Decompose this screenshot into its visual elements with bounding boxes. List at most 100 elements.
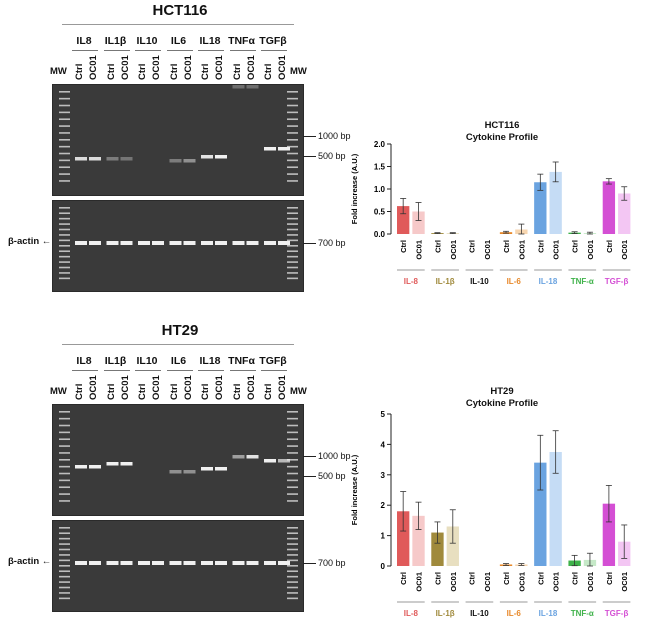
gel-actin-image	[52, 520, 304, 612]
bar-label: Ctrl	[536, 240, 545, 253]
bar-label: Ctrl	[502, 240, 511, 253]
ladder-band	[59, 465, 70, 468]
actin-label: β-actin ←	[8, 556, 52, 567]
ladder-band	[287, 97, 298, 100]
sample-band	[278, 459, 290, 463]
bar-label: Ctrl	[433, 572, 442, 585]
y-axis-label: Fold increase (A.U.)	[350, 454, 359, 525]
bar	[534, 462, 547, 566]
lane-label: OC01	[119, 55, 131, 80]
gene-underline	[198, 50, 224, 51]
ladder-band	[59, 91, 70, 93]
sample-band	[106, 157, 119, 161]
marker-tick-500	[303, 156, 316, 157]
ladder-band	[287, 217, 298, 220]
cytokine-gel-bands	[59, 411, 298, 502]
y-tick-label: 4	[381, 440, 386, 449]
panel-title: HT29	[161, 322, 199, 339]
ladder-band	[287, 125, 298, 127]
bar	[431, 532, 444, 566]
lane-label: Ctrl	[137, 383, 148, 400]
bar-label: OC01	[586, 572, 595, 592]
chart-title-line1: HCT116	[484, 120, 520, 131]
title-underline	[62, 24, 294, 25]
lane-label: Ctrl	[168, 63, 180, 80]
ladder-band	[59, 261, 70, 263]
sample-band	[201, 155, 213, 159]
ladder-band	[59, 438, 70, 441]
ladder-band	[287, 266, 298, 269]
ladder-band	[59, 173, 70, 175]
gene-label: IL10	[136, 355, 158, 367]
ladder-band	[59, 493, 70, 495]
ladder-band	[287, 486, 298, 489]
ladder-band	[59, 217, 70, 220]
ladder-band	[59, 111, 70, 114]
ladder-band	[287, 272, 298, 274]
group-label: IL-18	[539, 609, 558, 618]
ladder-band	[59, 245, 70, 247]
ladder-band	[59, 145, 70, 148]
ladder-band	[287, 500, 298, 502]
ladder-band	[59, 250, 70, 253]
sample-band	[246, 241, 259, 245]
gene-underline	[229, 370, 256, 371]
ladder-band	[59, 207, 70, 209]
panel-title: HCT116	[152, 2, 208, 19]
sample-band	[278, 241, 290, 245]
ladder-band	[287, 166, 298, 169]
bar	[534, 182, 547, 234]
mw-label-left: MW	[50, 386, 67, 397]
bar	[397, 206, 410, 234]
hct116-cytokine-chart: 0.0 0.5 1.0 1.5 2.0 Fold increase (A.U.) Ctrl O…	[350, 140, 631, 286]
ladder-band	[59, 581, 70, 583]
y-tick-label: 2.0	[374, 140, 386, 149]
ladder-band	[287, 245, 298, 247]
sample-band	[183, 159, 196, 163]
ladder-band	[59, 527, 70, 529]
ladder-band	[59, 548, 70, 551]
gene-underline	[103, 370, 130, 371]
sample-band	[138, 561, 150, 565]
lane-label: OC01	[245, 375, 257, 400]
ladder-band	[287, 212, 298, 215]
lane-label: OC01	[214, 375, 225, 400]
sample-band	[169, 470, 182, 474]
sample-band	[183, 561, 196, 565]
sample-band	[264, 241, 276, 245]
ladder-band	[287, 173, 298, 175]
sample-band	[89, 561, 101, 565]
chart-title-line2: Cytokine Profile	[465, 398, 539, 409]
ladder-band	[287, 575, 298, 578]
bar	[618, 193, 631, 234]
sample-band	[264, 561, 276, 565]
bar	[549, 452, 562, 566]
cytokine-gel-bands	[59, 85, 298, 182]
ladder-band	[287, 118, 298, 121]
bar	[602, 503, 616, 566]
chart-title-hct116: HCT116 Cytokine Profile	[402, 120, 602, 144]
bar-label: OC01	[415, 572, 424, 592]
mw-label-right: MW	[290, 386, 307, 397]
gene-underline	[72, 50, 98, 51]
ladder-band	[59, 212, 70, 215]
ladder-band	[59, 532, 70, 535]
ladder-band	[287, 465, 298, 468]
bar-label: OC01	[449, 572, 458, 592]
ladder-band	[287, 424, 298, 427]
group-label: IL-18	[539, 277, 558, 286]
ladder-band	[59, 159, 70, 162]
ladder-band	[287, 239, 298, 242]
sample-band	[215, 241, 227, 245]
group-label: IL-6	[507, 609, 522, 618]
sample-band	[169, 159, 182, 163]
bar	[446, 526, 459, 566]
lane-label: Ctrl	[74, 383, 85, 400]
bar-label: Ctrl	[433, 240, 442, 253]
ladder-band	[287, 543, 298, 545]
mw-label-right: MW	[290, 66, 307, 77]
gene-label: TGFβ	[259, 35, 287, 47]
bar-label: Ctrl	[571, 572, 580, 585]
ladder-band	[287, 592, 298, 594]
lane-label: OC01	[88, 55, 99, 80]
